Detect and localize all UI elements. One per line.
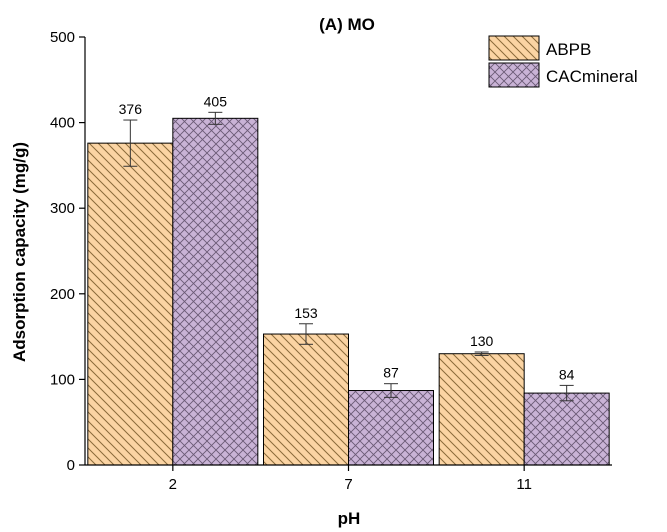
y-tick-label: 300 <box>50 200 75 217</box>
bar-abpb-7 <box>263 333 349 466</box>
data-label: 405 <box>204 93 228 109</box>
bar-cacmineral-7 <box>348 390 434 466</box>
data-label: 130 <box>470 333 494 349</box>
bar-cacmineral-11 <box>523 392 610 466</box>
y-axis-title: Adsorption capacity (mg/g) <box>10 142 29 362</box>
legend-label-cacmineral: CACmineral <box>546 67 638 86</box>
y-ticks: 0 100 200 300 400 500 <box>50 29 85 474</box>
error-bars-layer <box>123 111 574 402</box>
y-tick-label: 100 <box>50 371 75 388</box>
y-tick-label: 0 <box>67 457 75 474</box>
legend-swatch-abpb <box>488 35 540 61</box>
legend-label-abpb: ABPB <box>546 40 591 59</box>
chart-title: (A) MO <box>319 15 375 34</box>
bars-layer <box>87 117 610 466</box>
x-tick-label: 7 <box>344 476 352 493</box>
legend: ABPB CACmineral <box>488 35 638 88</box>
data-label: 153 <box>294 305 318 321</box>
legend-swatch-cacmineral <box>488 62 540 88</box>
x-tick-label: 2 <box>169 476 177 493</box>
x-axis-title: pH <box>338 509 361 528</box>
y-tick-label: 200 <box>50 286 75 303</box>
x-tick-label: 11 <box>516 476 532 493</box>
y-tick-label: 500 <box>50 29 75 46</box>
data-label: 87 <box>383 365 399 381</box>
bar-cacmineral-2 <box>172 117 259 466</box>
data-labels-layer: 376 405 153 87 130 84 <box>119 93 575 382</box>
y-tick-label: 400 <box>50 115 75 132</box>
data-label: 376 <box>119 101 143 117</box>
bar-abpb-11 <box>438 353 525 466</box>
data-label: 84 <box>559 366 575 382</box>
x-ticks: 2 7 11 <box>169 465 532 493</box>
bar-abpb-2 <box>87 142 174 466</box>
